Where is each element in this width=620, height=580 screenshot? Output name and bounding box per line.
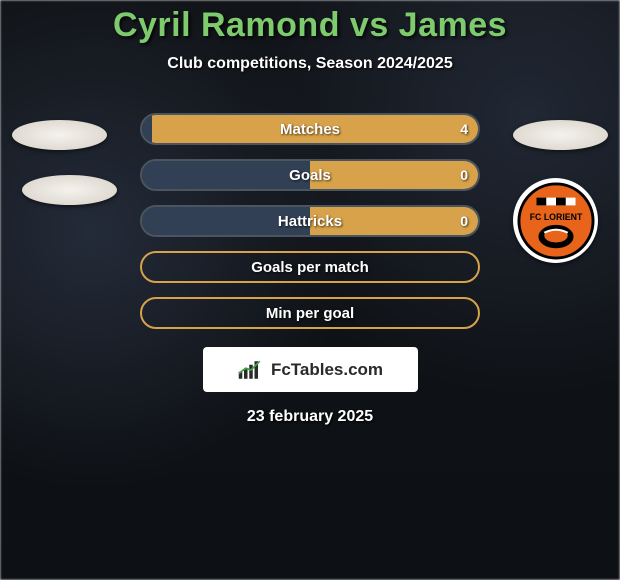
stat-label: Goals per match — [251, 259, 369, 276]
stat-right-fill — [310, 161, 478, 189]
club-logo: FC LORIENT — [513, 178, 598, 263]
player1-avatar-top — [12, 120, 107, 150]
bar-chart-icon — [237, 358, 265, 382]
page-title: Cyril Ramond vs James — [0, 6, 620, 45]
stat-right-value: 0 — [460, 167, 468, 183]
date-text: 23 february 2025 — [0, 408, 620, 426]
player2-avatar — [513, 120, 608, 150]
brand-badge[interactable]: FcTables.com — [203, 347, 418, 392]
stat-row: Matches 4 — [140, 113, 480, 145]
stat-row: Goals 0 — [140, 159, 480, 191]
stat-right-value: 4 — [460, 121, 468, 137]
stat-label: Min per goal — [266, 305, 354, 322]
player1-avatar-bottom — [22, 175, 117, 205]
club-logo-svg: FC LORIENT — [517, 182, 595, 260]
stat-right-value: 0 — [460, 213, 468, 229]
brand-text: FcTables.com — [271, 360, 383, 380]
stat-row: Goals per match — [140, 251, 480, 283]
stat-label: Goals — [289, 167, 331, 184]
stat-left-fill — [142, 161, 310, 189]
stat-left-fill — [142, 115, 152, 143]
subtitle: Club competitions, Season 2024/2025 — [0, 55, 620, 73]
stat-label: Matches — [280, 121, 340, 138]
stat-label: Hattricks — [278, 213, 342, 230]
stat-row: Min per goal — [140, 297, 480, 329]
stats-list: Matches 4 Goals 0 Hattricks 0 Goals per match M… — [140, 113, 480, 329]
stat-row: Hattricks 0 — [140, 205, 480, 237]
svg-text:FC LORIENT: FC LORIENT — [529, 212, 582, 222]
